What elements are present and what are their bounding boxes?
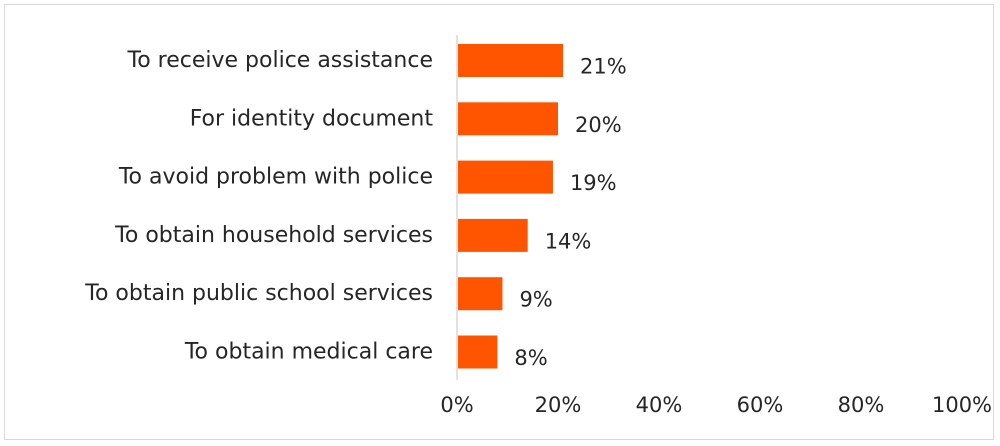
bar (458, 160, 553, 194)
x-tick-label: 100% (932, 393, 992, 417)
x-tick-label: 60% (737, 393, 784, 417)
category-label: To avoid problem with police (118, 165, 433, 190)
x-tick-label: 80% (838, 393, 885, 417)
bar (458, 277, 503, 311)
data-label: 9% (519, 288, 552, 312)
category-label: To obtain medical care (184, 340, 433, 365)
x-tick-label: 20% (535, 393, 582, 417)
category-label: To obtain public school services (84, 281, 433, 306)
category-label: To obtain household services (114, 223, 433, 248)
data-label: 14% (545, 229, 592, 253)
data-label: 8% (514, 346, 547, 370)
bars-layer (458, 44, 564, 369)
category-label: For identity document (190, 106, 434, 131)
bar (458, 335, 498, 369)
data-label: 20% (575, 113, 622, 137)
category-label: To receive police assistance (127, 48, 433, 73)
data-label: 19% (570, 171, 617, 195)
x-axis-ticks: 0% 20% 40% 60% 80% 100% (440, 393, 992, 417)
bar (458, 218, 528, 252)
bar (458, 102, 558, 136)
bar (458, 44, 564, 77)
labels-layer: To receive police assistance 21% For ident… (84, 48, 626, 370)
x-tick-label: 40% (636, 393, 683, 417)
x-tick-label: 0% (440, 393, 473, 417)
data-label: 21% (580, 55, 627, 79)
